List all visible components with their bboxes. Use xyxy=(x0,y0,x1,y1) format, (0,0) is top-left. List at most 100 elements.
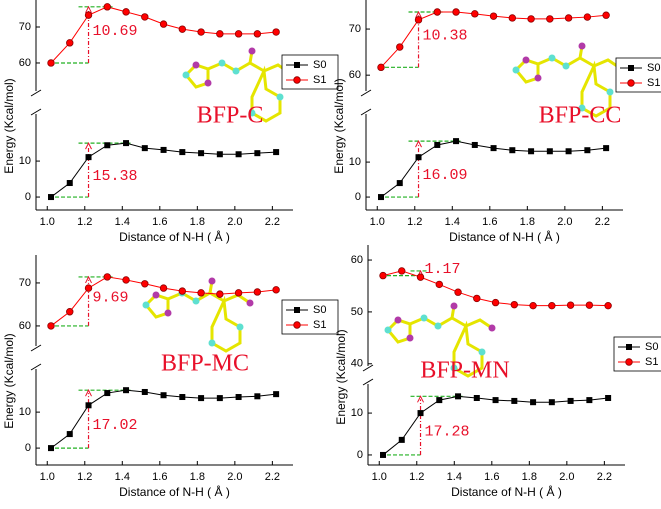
point xyxy=(565,148,572,155)
atom xyxy=(578,104,586,112)
atom xyxy=(578,42,586,50)
x-tick-label: 2.0 xyxy=(227,471,242,483)
point xyxy=(254,393,261,400)
atom xyxy=(534,74,542,82)
atom xyxy=(394,316,402,324)
guide-arrowhead xyxy=(85,275,92,284)
point xyxy=(603,145,610,152)
point xyxy=(492,397,499,404)
point xyxy=(380,451,387,458)
point xyxy=(159,20,168,28)
y-tick-label: 70 xyxy=(349,23,361,35)
guide-arrowhead xyxy=(415,10,422,19)
y-tick-label: 60 xyxy=(19,57,31,69)
annotation: 15.38 xyxy=(93,168,138,185)
series-line xyxy=(50,6,277,64)
point xyxy=(253,288,262,296)
y-tick-label: 10 xyxy=(19,155,31,167)
point xyxy=(398,436,405,443)
x-axis-title: Distance of N-H ( Å ) xyxy=(119,484,230,499)
legend-marker xyxy=(628,65,634,71)
x-tick-label: 2.0 xyxy=(227,216,242,228)
point xyxy=(141,13,149,21)
point xyxy=(141,280,149,288)
point xyxy=(66,39,74,47)
atom xyxy=(384,326,392,334)
annotation: 10.38 xyxy=(423,28,468,45)
annotation: 1.17 xyxy=(425,261,461,278)
point xyxy=(379,271,387,280)
point xyxy=(235,151,242,158)
y-tick-label: 50 xyxy=(351,306,363,318)
x-tick-label: 2.2 xyxy=(595,216,610,228)
x-tick-label: 2.2 xyxy=(265,471,280,483)
point xyxy=(273,149,280,156)
point xyxy=(104,142,111,149)
legend-label: S0 xyxy=(313,304,326,316)
atom xyxy=(192,61,200,69)
x-tick-label: 2.0 xyxy=(559,471,574,483)
point xyxy=(378,194,385,201)
point xyxy=(529,301,537,310)
y-tick-label: 0 xyxy=(357,449,363,461)
legend-marker xyxy=(294,62,300,68)
axis-break xyxy=(362,378,374,386)
axis-break xyxy=(30,108,42,116)
molecule xyxy=(512,42,624,118)
atom xyxy=(208,339,216,347)
molecule-bonds xyxy=(513,45,621,118)
atom xyxy=(192,297,200,305)
point xyxy=(123,140,130,147)
point xyxy=(216,395,223,402)
point xyxy=(197,289,205,297)
y-tick-label: 60 xyxy=(351,254,363,266)
y-tick-label: 10 xyxy=(19,406,31,418)
point xyxy=(414,16,423,24)
point xyxy=(377,63,385,72)
y-axis-title: Energy (Kcal/mol) xyxy=(332,78,346,173)
point xyxy=(416,273,425,281)
point xyxy=(509,147,516,154)
x-tick-label: 1.2 xyxy=(77,471,92,483)
atom xyxy=(236,323,244,331)
point xyxy=(159,284,168,292)
atom xyxy=(208,277,216,285)
point xyxy=(103,3,111,11)
atom xyxy=(204,79,212,87)
legend-box xyxy=(615,57,661,93)
point xyxy=(85,402,92,409)
legend-label: S1 xyxy=(313,319,326,331)
atom xyxy=(488,324,496,332)
point xyxy=(197,28,205,36)
legend-label: S1 xyxy=(645,356,658,368)
point xyxy=(254,150,261,157)
x-tick-label: 1.0 xyxy=(40,471,55,483)
point xyxy=(272,28,280,36)
point xyxy=(66,431,73,438)
atom xyxy=(562,62,570,70)
x-tick-label: 1.0 xyxy=(372,471,387,483)
point xyxy=(473,294,481,303)
molecule-name: BFP-CC xyxy=(539,103,622,129)
guide-arrowhead xyxy=(85,389,92,397)
point xyxy=(396,43,404,51)
y-tick-label: 10 xyxy=(351,407,363,419)
x-tick-label: 1.0 xyxy=(370,216,385,228)
x-tick-label: 1.2 xyxy=(409,471,424,483)
point xyxy=(434,141,441,148)
point xyxy=(272,286,280,294)
point xyxy=(160,392,167,399)
annotation: 9.69 xyxy=(93,289,129,306)
legend-label: S0 xyxy=(313,59,326,71)
x-tick-label: 1.4 xyxy=(115,216,130,228)
legend-marker xyxy=(293,76,301,84)
point xyxy=(417,410,424,417)
y-tick-label: 70 xyxy=(19,21,31,33)
point xyxy=(47,322,55,330)
y-tick-label: 10 xyxy=(349,156,361,168)
molecule-bonds xyxy=(183,50,291,123)
annotation: 17.28 xyxy=(425,424,470,441)
point xyxy=(564,14,573,22)
x-tick-label: 1.4 xyxy=(445,216,460,228)
point xyxy=(584,147,591,154)
